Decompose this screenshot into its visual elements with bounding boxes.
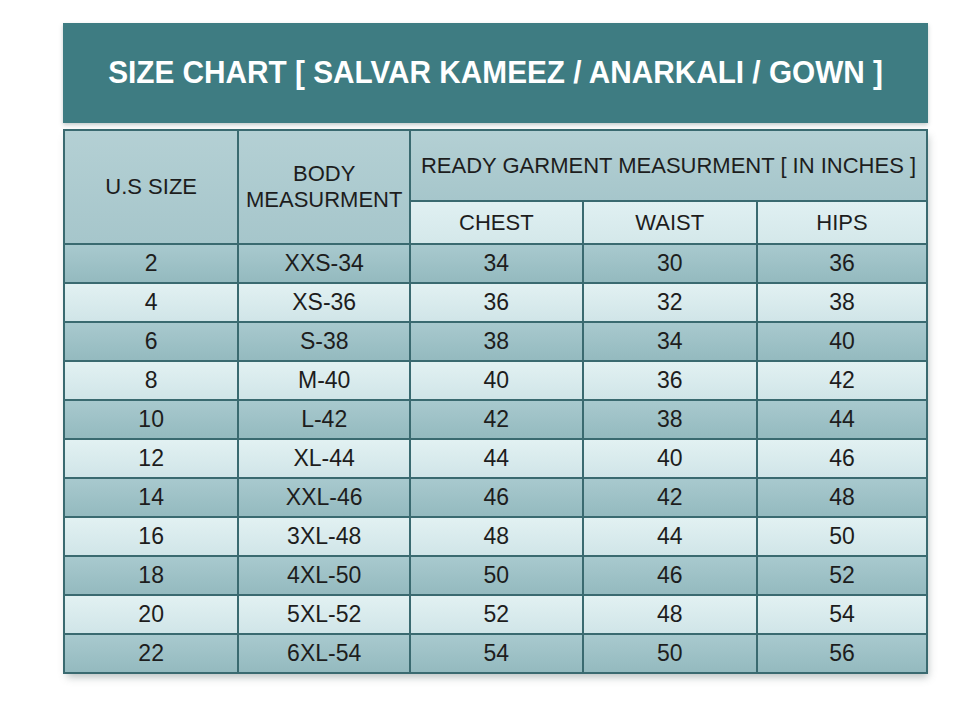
page-title: SIZE CHART [ SALVAR KAMEEZ / ANARKALI / … [108,55,883,91]
table-row: 2XXS-34343036 [64,244,927,283]
table-cell-body: XXS-34 [238,244,410,283]
table-cell-body: 5XL-52 [238,595,410,634]
table-cell-hips: 42 [757,361,927,400]
table-cell-hips: 48 [757,478,927,517]
column-header-waist: WAIST [583,201,757,244]
table-cell-body: M-40 [238,361,410,400]
table-cell-body: 4XL-50 [238,556,410,595]
table-cell-waist: 40 [583,439,757,478]
table-row: 163XL-48484450 [64,517,927,556]
table-row: 205XL-52524854 [64,595,927,634]
table-cell-body: L-42 [238,400,410,439]
table-cell-chest: 50 [410,556,583,595]
table-cell-hips: 44 [757,400,927,439]
table-cell-hips: 54 [757,595,927,634]
table-cell-us-size: 14 [64,478,238,517]
table-cell-body: 3XL-48 [238,517,410,556]
table-cell-waist: 46 [583,556,757,595]
table-cell-body: S-38 [238,322,410,361]
table-row: 12XL-44444046 [64,439,927,478]
table-cell-chest: 34 [410,244,583,283]
table-cell-waist: 32 [583,283,757,322]
table-cell-us-size: 16 [64,517,238,556]
table-cell-waist: 44 [583,517,757,556]
table-cell-hips: 52 [757,556,927,595]
table-cell-chest: 36 [410,283,583,322]
size-table: U.S SIZE BODY MEASURMENT READY GARMENT M… [63,129,928,674]
table-cell-hips: 56 [757,634,927,673]
table-cell-body: XS-36 [238,283,410,322]
table-cell-us-size: 18 [64,556,238,595]
table-cell-body: 6XL-54 [238,634,410,673]
table-cell-us-size: 4 [64,283,238,322]
table-cell-hips: 38 [757,283,927,322]
table-cell-waist: 30 [583,244,757,283]
column-header-hips: HIPS [757,201,927,244]
page: SIZE CHART [ SALVAR KAMEEZ / ANARKALI / … [0,0,960,720]
column-group-header-ready-garment: READY GARMENT MEASURMENT [ IN INCHES ] [410,130,927,201]
table-cell-waist: 36 [583,361,757,400]
table-cell-us-size: 20 [64,595,238,634]
table-cell-us-size: 6 [64,322,238,361]
table-cell-hips: 36 [757,244,927,283]
table-cell-us-size: 10 [64,400,238,439]
table-cell-chest: 38 [410,322,583,361]
column-header-chest: CHEST [410,201,583,244]
table-row: 184XL-50504652 [64,556,927,595]
table-cell-us-size: 22 [64,634,238,673]
size-table-body: 2XXS-343430364XS-363632386S-383834408M-4… [64,244,927,673]
size-table-header: U.S SIZE BODY MEASURMENT READY GARMENT M… [64,130,927,244]
size-table-wrap: U.S SIZE BODY MEASURMENT READY GARMENT M… [63,129,928,674]
table-row: 226XL-54545056 [64,634,927,673]
table-cell-chest: 46 [410,478,583,517]
table-cell-waist: 48 [583,595,757,634]
table-cell-chest: 54 [410,634,583,673]
table-cell-us-size: 12 [64,439,238,478]
table-cell-chest: 52 [410,595,583,634]
table-cell-chest: 42 [410,400,583,439]
title-band: SIZE CHART [ SALVAR KAMEEZ / ANARKALI / … [63,23,928,123]
table-cell-body: XL-44 [238,439,410,478]
table-cell-chest: 40 [410,361,583,400]
table-cell-waist: 50 [583,634,757,673]
table-cell-chest: 44 [410,439,583,478]
table-cell-chest: 48 [410,517,583,556]
table-cell-us-size: 8 [64,361,238,400]
table-cell-hips: 46 [757,439,927,478]
table-row: 14XXL-46464248 [64,478,927,517]
table-row: 10L-42423844 [64,400,927,439]
size-chart-sheet: SIZE CHART [ SALVAR KAMEEZ / ANARKALI / … [63,23,928,674]
table-cell-hips: 40 [757,322,927,361]
column-header-us-size: U.S SIZE [64,130,238,244]
table-row: 6S-38383440 [64,322,927,361]
table-row: 4XS-36363238 [64,283,927,322]
column-header-body-measurment: BODY MEASURMENT [238,130,410,244]
table-cell-waist: 42 [583,478,757,517]
table-cell-waist: 34 [583,322,757,361]
table-row: 8M-40403642 [64,361,927,400]
table-cell-body: XXL-46 [238,478,410,517]
table-cell-waist: 38 [583,400,757,439]
table-cell-hips: 50 [757,517,927,556]
table-cell-us-size: 2 [64,244,238,283]
